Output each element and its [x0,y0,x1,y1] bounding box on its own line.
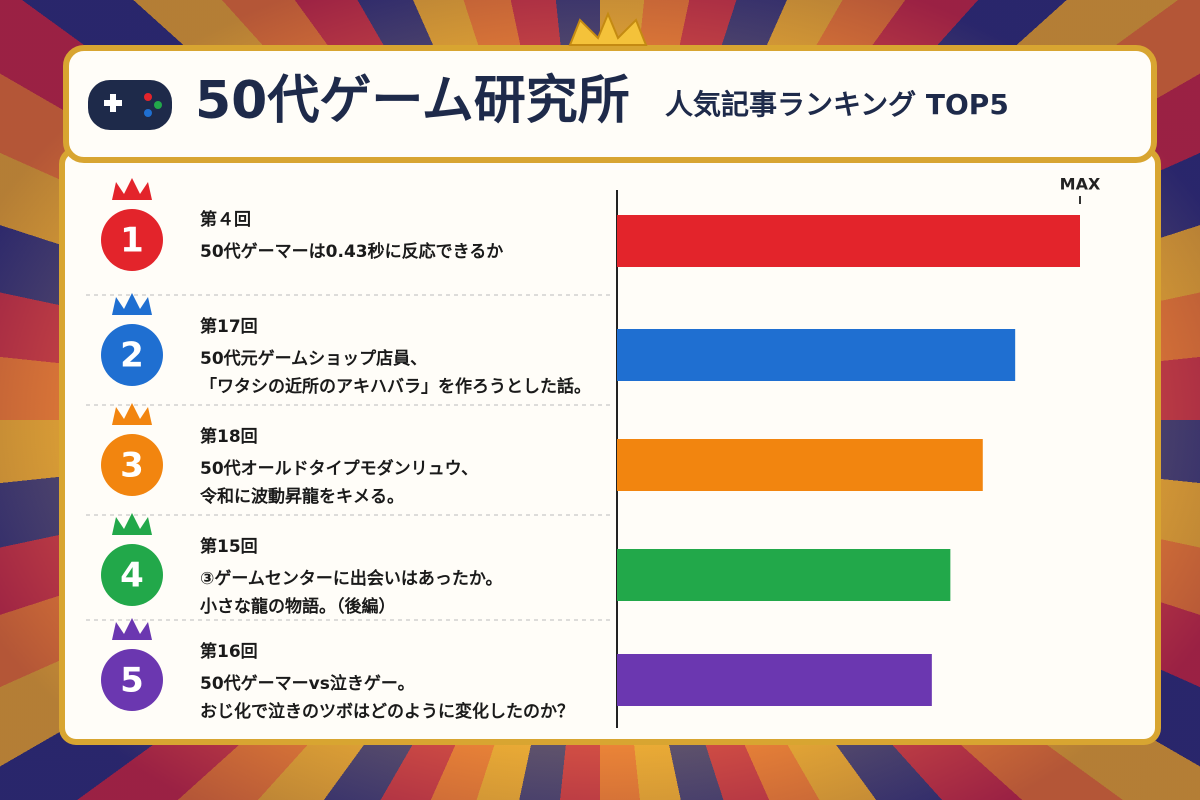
article-title: 50代オールドタイプモダンリュウ、 [200,458,478,479]
episode-label: 第４回 [200,209,251,230]
rank-label: 2 [120,336,144,376]
article-title: おじ化で泣きのツボはどのように変化したのか？ [200,701,574,722]
header-card [63,45,1157,163]
rank-label: 5 [120,661,144,701]
rank-badge [101,544,163,606]
rank-badge [101,649,163,711]
article-title: 50代ゲーマーvs泣きゲー。 [200,673,415,694]
rank-label: 1 [120,221,144,261]
badge-crown [112,293,152,315]
badge-crown [112,513,152,535]
bar [617,215,1080,267]
article-title: 令和に波動昇龍をキメる。 [200,486,404,507]
crown [568,11,648,46]
rank-label: 3 [120,446,144,486]
chart-title: 50代ゲーム研究所 [195,71,630,131]
rank-label: 4 [120,556,144,596]
bar [617,549,951,601]
bar [617,329,1016,381]
article-title: 小さな龍の物語。（後編） [200,596,396,617]
badge-crown [112,403,152,425]
rank-badge [101,324,163,386]
badge-crown [112,178,152,200]
controller-icon [88,80,172,130]
badge-crown [112,618,152,640]
article-title: ③ゲームセンターに出会いはあったか。 [200,568,503,589]
episode-label: 第18回 [200,426,258,447]
article-title: 50代元ゲームショップ店員、 [200,348,427,369]
episode-label: 第15回 [200,536,258,557]
rank-badge [101,434,163,496]
article-title: 50代ゲーマーは0.43秒に反応できるか [200,241,503,262]
bar [617,654,932,706]
bar [617,439,983,491]
x-tick-label: MAX [1060,175,1101,194]
episode-label: 第17回 [200,316,258,337]
episode-label: 第16回 [200,641,258,662]
rank-badge [101,209,163,271]
chart-subtitle: 人気記事ランキング TOP5 [665,88,1009,121]
article-title: 「ワタシの近所のアキハバラ」を作ろうとした話。 [200,376,591,397]
